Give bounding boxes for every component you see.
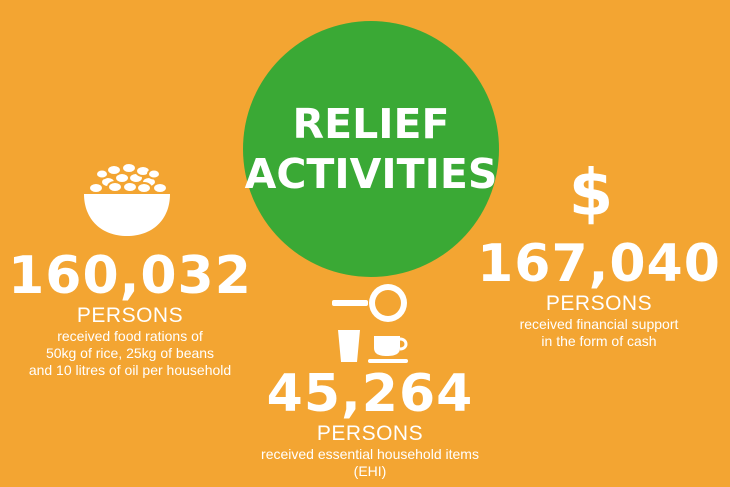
food-stat-number: 160,032 [8,246,252,306]
food-stat: 160,032 PERSONS received food rations of… [0,248,260,379]
cash-stat-unit: PERSONS [545,292,653,315]
cash-stat: 167,040 PERSONS received financial suppo… [468,236,730,350]
dollar-icon: $ [568,157,614,231]
ehi-stat-number: 45,264 [266,364,474,424]
title-circle: RELIEF ACTIVITIES [243,21,499,277]
ehi-stat: 45,264 PERSONS received essential househ… [245,366,495,480]
food-stat-description: received food rations of 50kg of rice, 2… [28,328,232,378]
page-title: RELIEF ACTIVITIES [244,100,498,198]
ehi-stat-description: received essential household items (EHI) [261,446,479,479]
cash-stat-number: 167,040 [477,234,721,294]
cash-stat-description: received financial support in the form o… [519,316,679,349]
food-stat-unit: PERSONS [76,304,184,327]
household-items-icon [332,284,408,363]
ehi-stat-unit: PERSONS [316,422,424,445]
bowl-of-beans-icon [84,162,170,236]
